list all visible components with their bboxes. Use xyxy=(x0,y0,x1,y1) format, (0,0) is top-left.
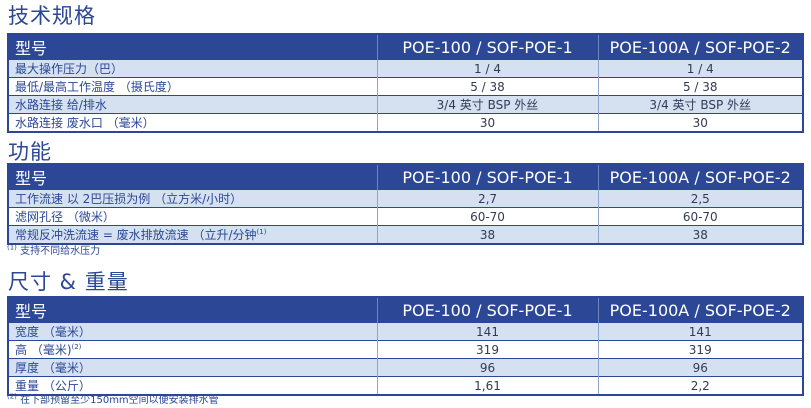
row-label: 宽度 （毫米） xyxy=(8,322,377,341)
row-label: 重量 （公斤） xyxy=(8,376,377,395)
dimensions-table: 型号 POE-100 / SOF-POE-1 POE-100A / SOF-POE-… xyxy=(7,296,804,396)
table-row: 常规反冲洗流速 = 废水排放流速 （立升/分钟(1) 38 38 xyxy=(8,225,803,244)
cell: 60-70 xyxy=(597,207,803,226)
row-label-text: 高 （毫米) xyxy=(15,343,72,357)
cell: 319 xyxy=(597,340,803,359)
row-label-text: 常规反冲洗流速 = 废水排放流速 （立升/分钟 xyxy=(15,228,257,242)
footnote-ref: (1) xyxy=(256,228,267,236)
table-row: 工作流速 以 2巴压损为例 （立方米/小时） 2,7 2,5 xyxy=(8,189,803,208)
footnote-1: (1) 支持不同给水压力 xyxy=(7,242,100,257)
row-label: 最大操作压力（巴） xyxy=(8,59,377,78)
cell: 1,61 xyxy=(376,376,598,395)
cell: 60-70 xyxy=(376,207,598,226)
cell: 1 / 4 xyxy=(597,59,803,78)
table-row: 水路连接 给/排水 3/4 英寸 BSP 外丝 3/4 英寸 BSP 外丝 xyxy=(8,95,803,114)
cell: 141 xyxy=(376,322,598,341)
footnote-ref: (2) xyxy=(71,343,82,351)
row-label: 高 （毫米)(2) xyxy=(8,340,377,359)
header-cell: 型号 xyxy=(8,164,377,190)
table-row: 滤网孔径 （微米） 60-70 60-70 xyxy=(8,207,803,226)
cell: 96 xyxy=(597,358,803,377)
cell: 38 xyxy=(597,225,803,244)
section-title-dimensions: 尺寸 & 重量 xyxy=(8,270,129,294)
footnote-mark: (1) xyxy=(7,243,17,252)
table-header: 型号 POE-100 / SOF-POE-1 POE-100A / SOF-POE-… xyxy=(8,164,803,190)
cell: 141 xyxy=(597,322,803,341)
footnote-text: 在下部预留至少150mm空间以便安装排水管 xyxy=(20,395,219,406)
row-label: 水路连接 废水口 （毫米） xyxy=(8,113,377,132)
table-header: 型号 POE-100 / SOF-POE-1 POE-100A / SOF-POE-… xyxy=(8,34,803,60)
row-label: 水路连接 给/排水 xyxy=(8,95,377,114)
cell: 1 / 4 xyxy=(376,59,598,78)
cell: 30 xyxy=(376,113,598,132)
section-title-specs: 技术规格 xyxy=(8,4,96,28)
header-cell: POE-100A / SOF-POE-2 xyxy=(597,297,803,323)
header-cell: 型号 xyxy=(8,34,377,60)
cell: 2,5 xyxy=(597,189,803,208)
footnote-2: (2) 在下部预留至少150mm空间以便安装排水管 xyxy=(7,391,219,406)
table-row: 水路连接 废水口 （毫米） 30 30 xyxy=(8,113,803,132)
row-label: 厚度 （毫米） xyxy=(8,358,377,377)
footnote-mark: (2) xyxy=(7,392,17,401)
cell: 319 xyxy=(376,340,598,359)
row-label: 工作流速 以 2巴压损为例 （立方米/小时） xyxy=(8,189,377,208)
cell: 3/4 英寸 BSP 外丝 xyxy=(597,95,803,114)
table-row: 宽度 （毫米） 141 141 xyxy=(8,322,803,341)
cell: 3/4 英寸 BSP 外丝 xyxy=(376,95,598,114)
table-row: 厚度 （毫米） 96 96 xyxy=(8,358,803,377)
header-cell: POE-100A / SOF-POE-2 xyxy=(597,164,803,190)
header-cell: POE-100A / SOF-POE-2 xyxy=(597,34,803,60)
footnote-text: 支持不同给水压力 xyxy=(20,246,101,257)
header-cell: POE-100 / SOF-POE-1 xyxy=(376,164,598,190)
row-label: 最低/最高工作温度 （摄氏度） xyxy=(8,77,377,96)
cell: 30 xyxy=(597,113,803,132)
cell: 2,2 xyxy=(597,376,803,395)
row-label: 滤网孔径 （微米） xyxy=(8,207,377,226)
cell: 96 xyxy=(376,358,598,377)
row-label: 常规反冲洗流速 = 废水排放流速 （立升/分钟(1) xyxy=(8,225,377,244)
table-row: 高 （毫米)(2) 319 319 xyxy=(8,340,803,359)
function-table: 型号 POE-100 / SOF-POE-1 POE-100A / SOF-POE-… xyxy=(7,163,804,245)
header-cell: 型号 xyxy=(8,297,377,323)
table-row: 最低/最高工作温度 （摄氏度） 5 / 38 5 / 38 xyxy=(8,77,803,96)
header-cell: POE-100 / SOF-POE-1 xyxy=(376,34,598,60)
cell: 5 / 38 xyxy=(597,77,803,96)
specs-table: 型号 POE-100 / SOF-POE-1 POE-100A / SOF-POE-… xyxy=(7,33,804,133)
cell: 2,7 xyxy=(376,189,598,208)
table-header: 型号 POE-100 / SOF-POE-1 POE-100A / SOF-POE-… xyxy=(8,297,803,323)
table-row: 重量 （公斤） 1,61 2,2 xyxy=(8,376,803,395)
section-title-function: 功能 xyxy=(8,140,52,164)
cell: 38 xyxy=(376,225,598,244)
cell: 5 / 38 xyxy=(376,77,598,96)
header-cell: POE-100 / SOF-POE-1 xyxy=(376,297,598,323)
